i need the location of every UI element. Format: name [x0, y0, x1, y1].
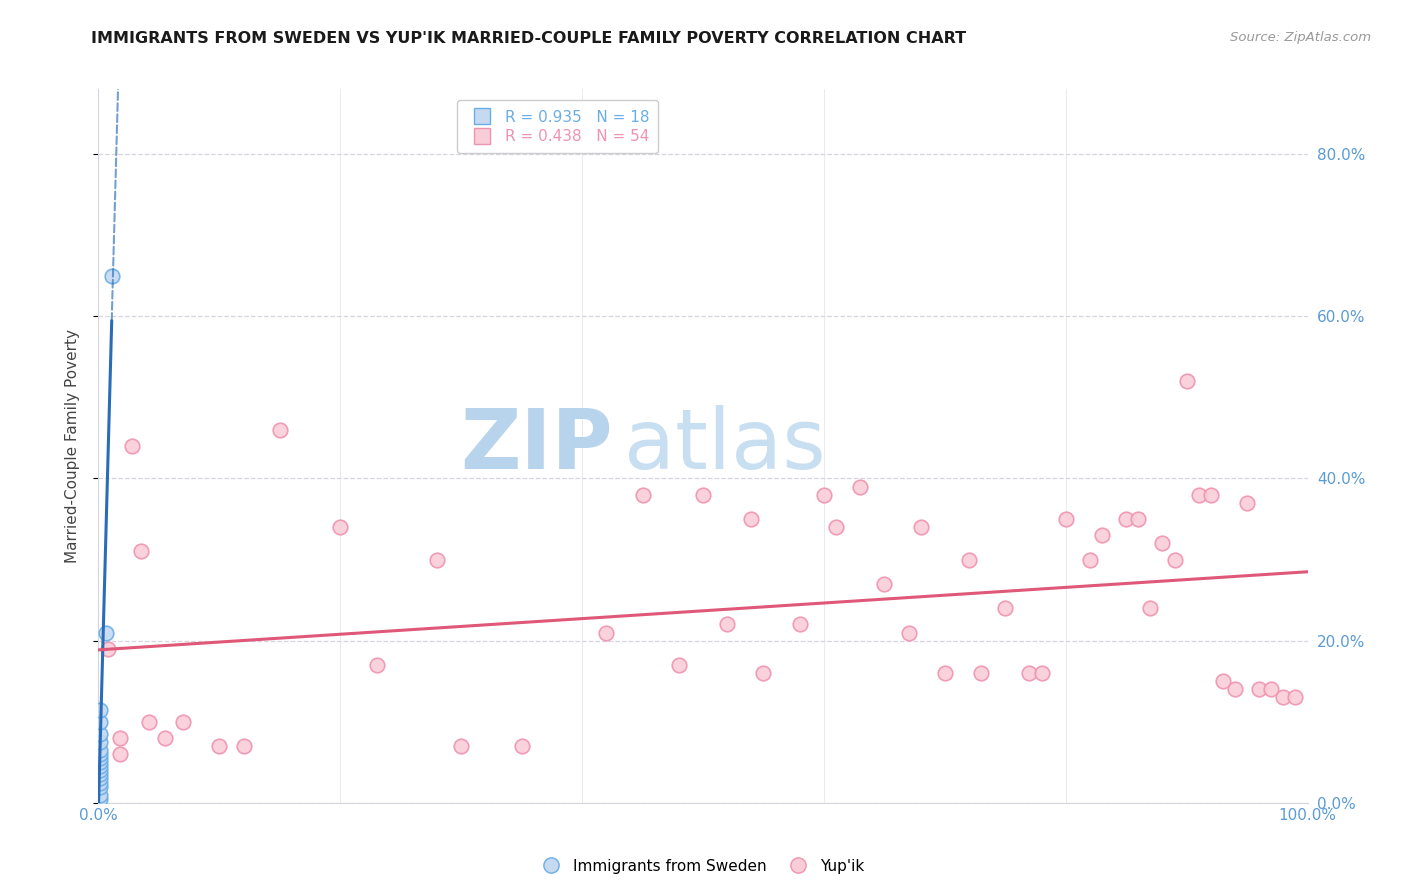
- Point: [1018, 666, 1040, 681]
- Text: atlas: atlas: [624, 406, 827, 486]
- Point: [740, 512, 762, 526]
- Point: [752, 666, 775, 681]
- Point: [994, 601, 1017, 615]
- Point: [1249, 682, 1271, 697]
- Point: [89, 747, 111, 761]
- Point: [1078, 552, 1101, 566]
- Point: [129, 544, 152, 558]
- Point: [1175, 374, 1198, 388]
- Point: [1152, 536, 1174, 550]
- Point: [1091, 528, 1114, 542]
- Legend: Immigrants from Sweden, Yup'ik: Immigrants from Sweden, Yup'ik: [536, 853, 870, 880]
- Point: [89, 780, 111, 794]
- Point: [910, 520, 932, 534]
- Point: [813, 488, 835, 502]
- Point: [94, 625, 117, 640]
- Point: [100, 268, 122, 283]
- Point: [89, 756, 111, 770]
- Point: [1163, 552, 1185, 566]
- Point: [1054, 512, 1077, 526]
- Point: [970, 666, 993, 681]
- Point: [89, 743, 111, 757]
- Point: [897, 625, 920, 640]
- Point: [1188, 488, 1211, 502]
- Point: [1284, 690, 1306, 705]
- Point: [934, 666, 956, 681]
- Point: [269, 423, 291, 437]
- Point: [89, 772, 111, 786]
- Point: [426, 552, 449, 566]
- Point: [89, 751, 111, 765]
- Point: [1272, 690, 1295, 705]
- Point: [631, 488, 654, 502]
- Point: [89, 714, 111, 729]
- Point: [89, 788, 111, 802]
- Point: [89, 764, 111, 778]
- Point: [1236, 496, 1258, 510]
- Point: [1115, 512, 1137, 526]
- Point: [89, 735, 111, 749]
- Point: [789, 617, 811, 632]
- Point: [595, 625, 617, 640]
- Point: [692, 488, 714, 502]
- Point: [153, 731, 176, 745]
- Point: [121, 439, 143, 453]
- Point: [1260, 682, 1282, 697]
- Text: ZIP: ZIP: [460, 406, 613, 486]
- Point: [668, 657, 690, 672]
- Text: Source: ZipAtlas.com: Source: ZipAtlas.com: [1230, 31, 1371, 45]
- Point: [89, 727, 111, 741]
- Point: [172, 714, 194, 729]
- Point: [138, 714, 160, 729]
- Legend: R = 0.935   N = 18, R = 0.438   N = 54: R = 0.935 N = 18, R = 0.438 N = 54: [457, 101, 658, 153]
- Point: [1223, 682, 1246, 697]
- Point: [716, 617, 738, 632]
- Y-axis label: Married-Couple Family Poverty: Married-Couple Family Poverty: [65, 329, 80, 563]
- Point: [89, 702, 111, 716]
- Point: [1199, 488, 1222, 502]
- Point: [849, 479, 872, 493]
- Text: IMMIGRANTS FROM SWEDEN VS YUP'IK MARRIED-COUPLE FAMILY POVERTY CORRELATION CHART: IMMIGRANTS FROM SWEDEN VS YUP'IK MARRIED…: [91, 31, 966, 46]
- Point: [97, 641, 120, 656]
- Point: [89, 775, 111, 789]
- Point: [108, 731, 131, 745]
- Point: [450, 739, 472, 753]
- Point: [1139, 601, 1161, 615]
- Point: [1212, 674, 1234, 689]
- Point: [366, 657, 388, 672]
- Point: [89, 759, 111, 773]
- Point: [825, 520, 848, 534]
- Point: [329, 520, 352, 534]
- Point: [1128, 512, 1150, 526]
- Point: [108, 747, 131, 761]
- Point: [873, 577, 896, 591]
- Point: [957, 552, 980, 566]
- Point: [208, 739, 231, 753]
- Point: [510, 739, 533, 753]
- Point: [232, 739, 254, 753]
- Point: [89, 767, 111, 781]
- Point: [1031, 666, 1053, 681]
- Point: [89, 791, 111, 805]
